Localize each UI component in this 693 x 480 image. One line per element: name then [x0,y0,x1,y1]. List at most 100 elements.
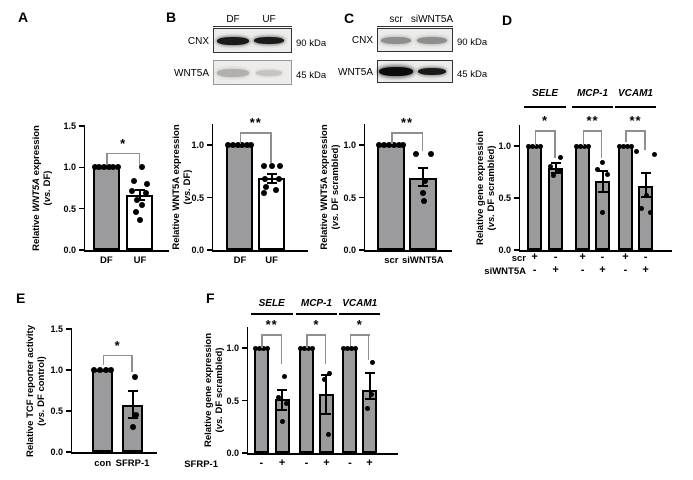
data-dot [353,345,359,351]
blot-band [417,36,447,44]
kda-label: 45 kDa [457,68,488,80]
group-label: MCP-1 [576,88,609,100]
sig-bracket-leg [391,132,393,145]
data-dot [128,188,135,195]
sig-label: * [120,136,127,152]
data-dot [341,345,347,351]
sig-bracket-leg [601,130,603,159]
y-tick-label: 1.0 [226,343,239,353]
data-dot [132,412,139,419]
category-label: DF [233,255,247,266]
error-bar-cap [321,374,332,377]
bar [92,370,114,452]
sig-bracket-leg [138,153,140,166]
data-dot [551,172,557,178]
data-dot [412,151,419,158]
condition-row-label: siWNT5A [484,266,526,277]
protein-label: WNT5A [174,67,209,79]
y-tick-label: 1.5 [63,120,76,131]
kda-label: 45 kDa [296,69,327,81]
data-dot [91,367,98,373]
panel-label-f: F [206,290,215,306]
error-bar [421,168,424,186]
error-bar-cap [277,408,288,411]
data-dot [616,143,622,149]
lane-label: UF [262,14,276,25]
data-dot [420,197,427,204]
data-dot [628,143,634,149]
y-axis [83,125,85,252]
condition-symbol: + [579,251,586,263]
data-dot [143,180,150,187]
x-axis [246,453,398,455]
error-bar [368,373,371,400]
sig-bracket [625,130,646,132]
y-tick-mark [241,452,248,454]
error-bar [138,189,141,201]
x-axis [83,250,169,252]
x-axis [70,452,157,454]
sig-bracket-leg [306,334,308,349]
sig-bracket-leg [131,355,133,373]
data-dot [142,189,149,196]
x-axis [363,250,452,252]
data-dot [600,160,605,166]
bar [548,167,564,250]
bar [258,177,286,250]
panel-label-a: A [18,9,29,25]
data-dot [108,367,115,373]
error-bar-cap [134,199,145,202]
y-axis-label-line: (vs. DF) [182,169,193,205]
data-dot [138,164,145,171]
data-dot [260,163,267,169]
y-axis-label: Relative gene expression (vs. DF scramble… [475,103,497,273]
error-bar [601,170,604,192]
lane-label: siWNT5A [410,14,454,25]
sig-bracket-leg [582,130,584,147]
bar [575,146,591,250]
group-underline [250,313,293,315]
data-dot [648,210,654,216]
data-dot [239,142,246,148]
lane-label: scr [389,14,403,25]
y-axis-label: Relative WNT5A expression (vs. DF scrambl… [319,102,341,272]
protein-label: CNX [351,35,373,46]
data-dot [526,143,532,149]
y-tick-mark [78,125,85,127]
y-tick-mark [513,249,520,251]
y-axis-label: Relative TCF reporter activity (vs. DF co… [25,306,47,476]
bar [377,145,406,250]
data-dot [114,164,121,171]
kda-label: 90 kDa [457,37,488,48]
y-axis-label: Relative WNT5A expression (vs. DF) [31,103,53,273]
data-dot [620,143,626,149]
protein-label: CNX [187,35,209,47]
error-bar-cap [550,161,561,164]
category-label: scr [384,255,399,266]
data-dot [574,143,580,149]
sig-bracket-leg [106,153,108,166]
data-dot [582,143,588,149]
y-tick-mark [513,197,520,199]
sig-bracket [306,334,327,336]
condition-symbol: - [348,457,352,469]
y-tick-mark [206,196,213,199]
data-dot [376,142,383,148]
bar [253,348,269,453]
y-tick-mark [65,451,72,453]
condition-symbol: + [278,457,286,469]
y-tick-label: 0.0 [63,245,76,255]
data-dot [129,423,136,430]
data-dot [91,164,98,171]
group-underline [339,313,380,315]
condition-symbol: - [623,264,628,276]
error-bar [270,174,273,183]
data-dot [132,208,139,215]
group-label: SELE [258,298,285,309]
y-tick-mark [78,166,85,169]
condition-symbol: + [366,457,373,469]
y-axis-label-line: (vs. DF scrambled) [486,145,497,231]
group-underline [572,106,613,108]
data-dot [400,142,407,148]
